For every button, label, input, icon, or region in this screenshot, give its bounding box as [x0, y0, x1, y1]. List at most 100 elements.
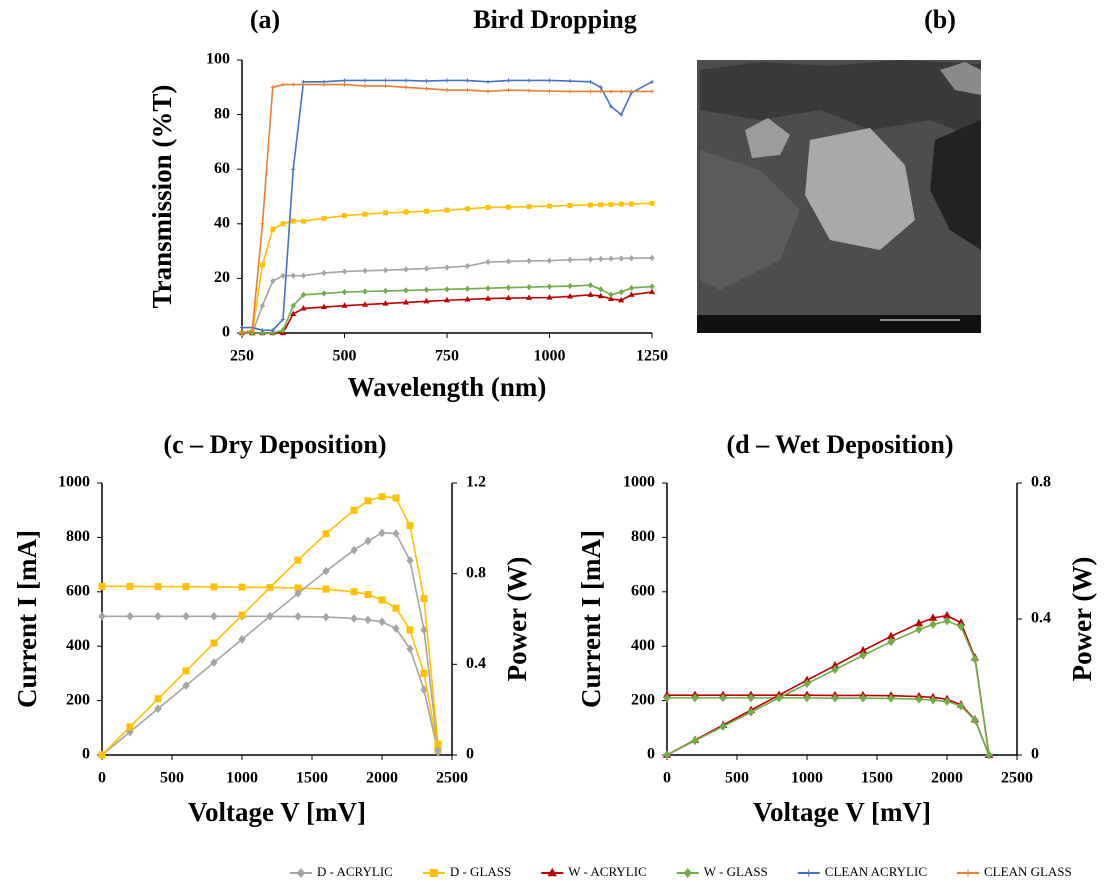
data-marker: [445, 287, 449, 292]
data-marker: [445, 88, 449, 92]
y-axis-label: Current I [mA]: [576, 530, 606, 708]
data-marker: [365, 498, 371, 504]
chart-title: Bird Dropping: [473, 5, 637, 34]
data-marker: [379, 494, 385, 500]
data-marker: [404, 300, 408, 304]
data-marker: [425, 87, 429, 91]
data-marker: [650, 256, 654, 261]
y-tick-label: 0: [647, 746, 655, 763]
data-marker: [281, 83, 285, 87]
data-marker: [271, 85, 275, 89]
data-marker: [527, 259, 531, 264]
data-marker: [507, 205, 511, 209]
y2-tick-label: 0.4: [1031, 610, 1051, 627]
data-marker: [343, 83, 347, 87]
data-marker: [404, 288, 408, 293]
series-line: [102, 497, 438, 755]
data-marker: [301, 306, 305, 310]
x-tick-label: 1250: [636, 348, 668, 365]
data-marker: [630, 256, 634, 261]
y-tick-label: 600: [66, 582, 90, 599]
data-marker: [379, 618, 385, 625]
data-marker: [343, 290, 347, 295]
data-marker: [365, 592, 371, 598]
data-marker: [365, 537, 371, 544]
x-tick-label: 1500: [861, 770, 893, 787]
data-marker: [302, 83, 306, 87]
legend-label: CLEAN ACRYLIC: [825, 864, 927, 879]
data-marker: [363, 289, 367, 294]
legend-marker: [805, 870, 812, 877]
data-marker: [240, 326, 244, 330]
series-line: [667, 616, 989, 755]
data-marker: [343, 78, 347, 82]
data-marker: [323, 586, 329, 592]
data-marker: [351, 589, 357, 595]
y-tick-label: 20: [214, 269, 230, 286]
data-marker: [343, 214, 347, 218]
data-marker: [421, 670, 427, 676]
x-tick-label: 0: [98, 770, 106, 787]
data-marker: [239, 584, 245, 590]
y-tick-label: 400: [631, 637, 655, 654]
data-marker: [547, 295, 551, 299]
data-marker: [127, 613, 133, 620]
y-tick-label: 60: [214, 160, 230, 177]
chart-title: (c – Dry Deposition): [163, 430, 386, 459]
data-marker: [486, 260, 490, 265]
data-marker: [589, 203, 593, 207]
data-marker: [568, 294, 572, 298]
panel-label: (b): [924, 5, 956, 34]
y-axis-label: Transmission (%T): [147, 85, 177, 309]
x-tick-label: 2500: [436, 770, 468, 787]
data-marker: [261, 222, 265, 226]
x-tick-label: 1500: [296, 770, 328, 787]
x-tick-label: 1000: [226, 770, 258, 787]
data-marker: [507, 285, 511, 290]
data-marker: [445, 265, 449, 270]
y-tick-label: 100: [206, 51, 230, 68]
data-marker: [466, 286, 470, 291]
data-marker: [599, 287, 603, 292]
data-marker: [972, 656, 978, 663]
x-tick-label: 2000: [366, 770, 398, 787]
data-marker: [445, 208, 449, 212]
data-marker: [424, 299, 428, 303]
data-marker: [930, 621, 936, 628]
data-marker: [322, 83, 326, 87]
data-marker: [407, 523, 413, 529]
data-marker: [527, 89, 531, 93]
series-line: [102, 586, 438, 749]
data-marker: [507, 259, 511, 264]
y-tick-label: 200: [66, 691, 90, 708]
x-tick-label: 1000: [534, 348, 566, 365]
data-marker: [322, 271, 326, 276]
data-marker: [302, 219, 306, 223]
data-marker: [393, 605, 399, 611]
data-marker: [548, 258, 552, 263]
panel-label: (a): [250, 5, 280, 34]
data-marker: [365, 616, 371, 623]
data-marker: [291, 167, 295, 171]
data-marker: [351, 507, 357, 513]
data-marker: [322, 291, 326, 296]
data-marker: [404, 85, 408, 89]
data-marker: [384, 289, 388, 294]
y2-axis-label: Power (W): [1067, 557, 1097, 682]
data-marker: [261, 263, 265, 267]
data-marker: [944, 617, 950, 624]
y2-tick-label: 0.8: [1031, 474, 1051, 491]
data-marker: [527, 78, 531, 82]
data-marker: [435, 741, 441, 747]
data-marker: [363, 212, 367, 216]
legend-marker: [965, 870, 972, 877]
y2-tick-label: 0: [466, 746, 474, 763]
legend-label: D - ACRYLIC: [317, 864, 393, 879]
data-marker: [527, 285, 531, 290]
data-marker: [548, 78, 552, 82]
data-marker: [599, 294, 603, 298]
y-axis-label: Current I [mA]: [12, 530, 42, 708]
data-marker: [568, 284, 572, 289]
data-marker: [281, 222, 285, 226]
data-marker: [486, 80, 490, 84]
